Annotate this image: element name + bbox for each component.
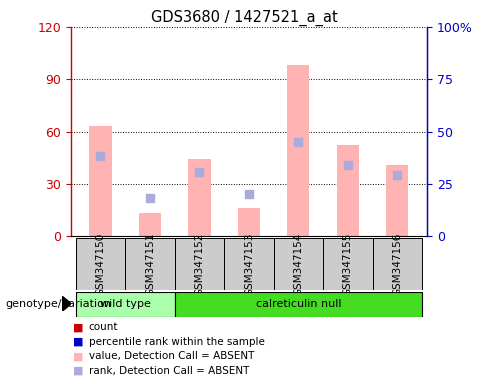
Text: GSM347153: GSM347153 (244, 232, 254, 296)
Text: GSM347154: GSM347154 (293, 232, 304, 296)
FancyBboxPatch shape (175, 238, 224, 290)
Text: ■: ■ (73, 337, 83, 347)
Text: wild type: wild type (100, 299, 151, 310)
FancyBboxPatch shape (76, 292, 175, 317)
FancyBboxPatch shape (323, 238, 372, 290)
Point (97, 153, 104, 159)
Bar (238, 208, 260, 236)
Text: ■: ■ (73, 366, 83, 376)
Point (245, 191, 253, 197)
Text: percentile rank within the sample: percentile rank within the sample (89, 337, 264, 347)
Bar (287, 65, 309, 236)
Point (344, 162, 352, 168)
FancyBboxPatch shape (76, 238, 125, 290)
Bar (139, 214, 161, 236)
Polygon shape (62, 296, 71, 311)
FancyBboxPatch shape (274, 238, 323, 290)
Text: GSM347155: GSM347155 (343, 232, 353, 296)
FancyBboxPatch shape (224, 238, 274, 290)
Text: value, Detection Call = ABSENT: value, Detection Call = ABSENT (89, 351, 254, 361)
Point (196, 169, 203, 175)
Text: count: count (89, 322, 118, 332)
FancyBboxPatch shape (175, 292, 422, 317)
Text: genotype/variation: genotype/variation (5, 299, 111, 309)
Text: ■: ■ (73, 322, 83, 332)
Text: ■: ■ (73, 351, 83, 361)
Bar (188, 159, 210, 236)
Point (146, 195, 154, 201)
Point (294, 139, 302, 145)
Text: rank, Detection Call = ABSENT: rank, Detection Call = ABSENT (89, 366, 249, 376)
Text: GSM347156: GSM347156 (392, 232, 402, 296)
Text: GSM347152: GSM347152 (194, 232, 204, 296)
Text: GDS3680 / 1427521_a_at: GDS3680 / 1427521_a_at (151, 10, 337, 26)
FancyBboxPatch shape (372, 238, 422, 290)
Text: GSM347151: GSM347151 (145, 232, 155, 296)
Bar (337, 146, 359, 236)
FancyBboxPatch shape (125, 238, 175, 290)
Bar (386, 165, 408, 236)
Point (393, 172, 401, 178)
Text: GSM347150: GSM347150 (96, 232, 105, 296)
Text: calreticulin null: calreticulin null (256, 299, 341, 310)
Bar (89, 126, 112, 236)
